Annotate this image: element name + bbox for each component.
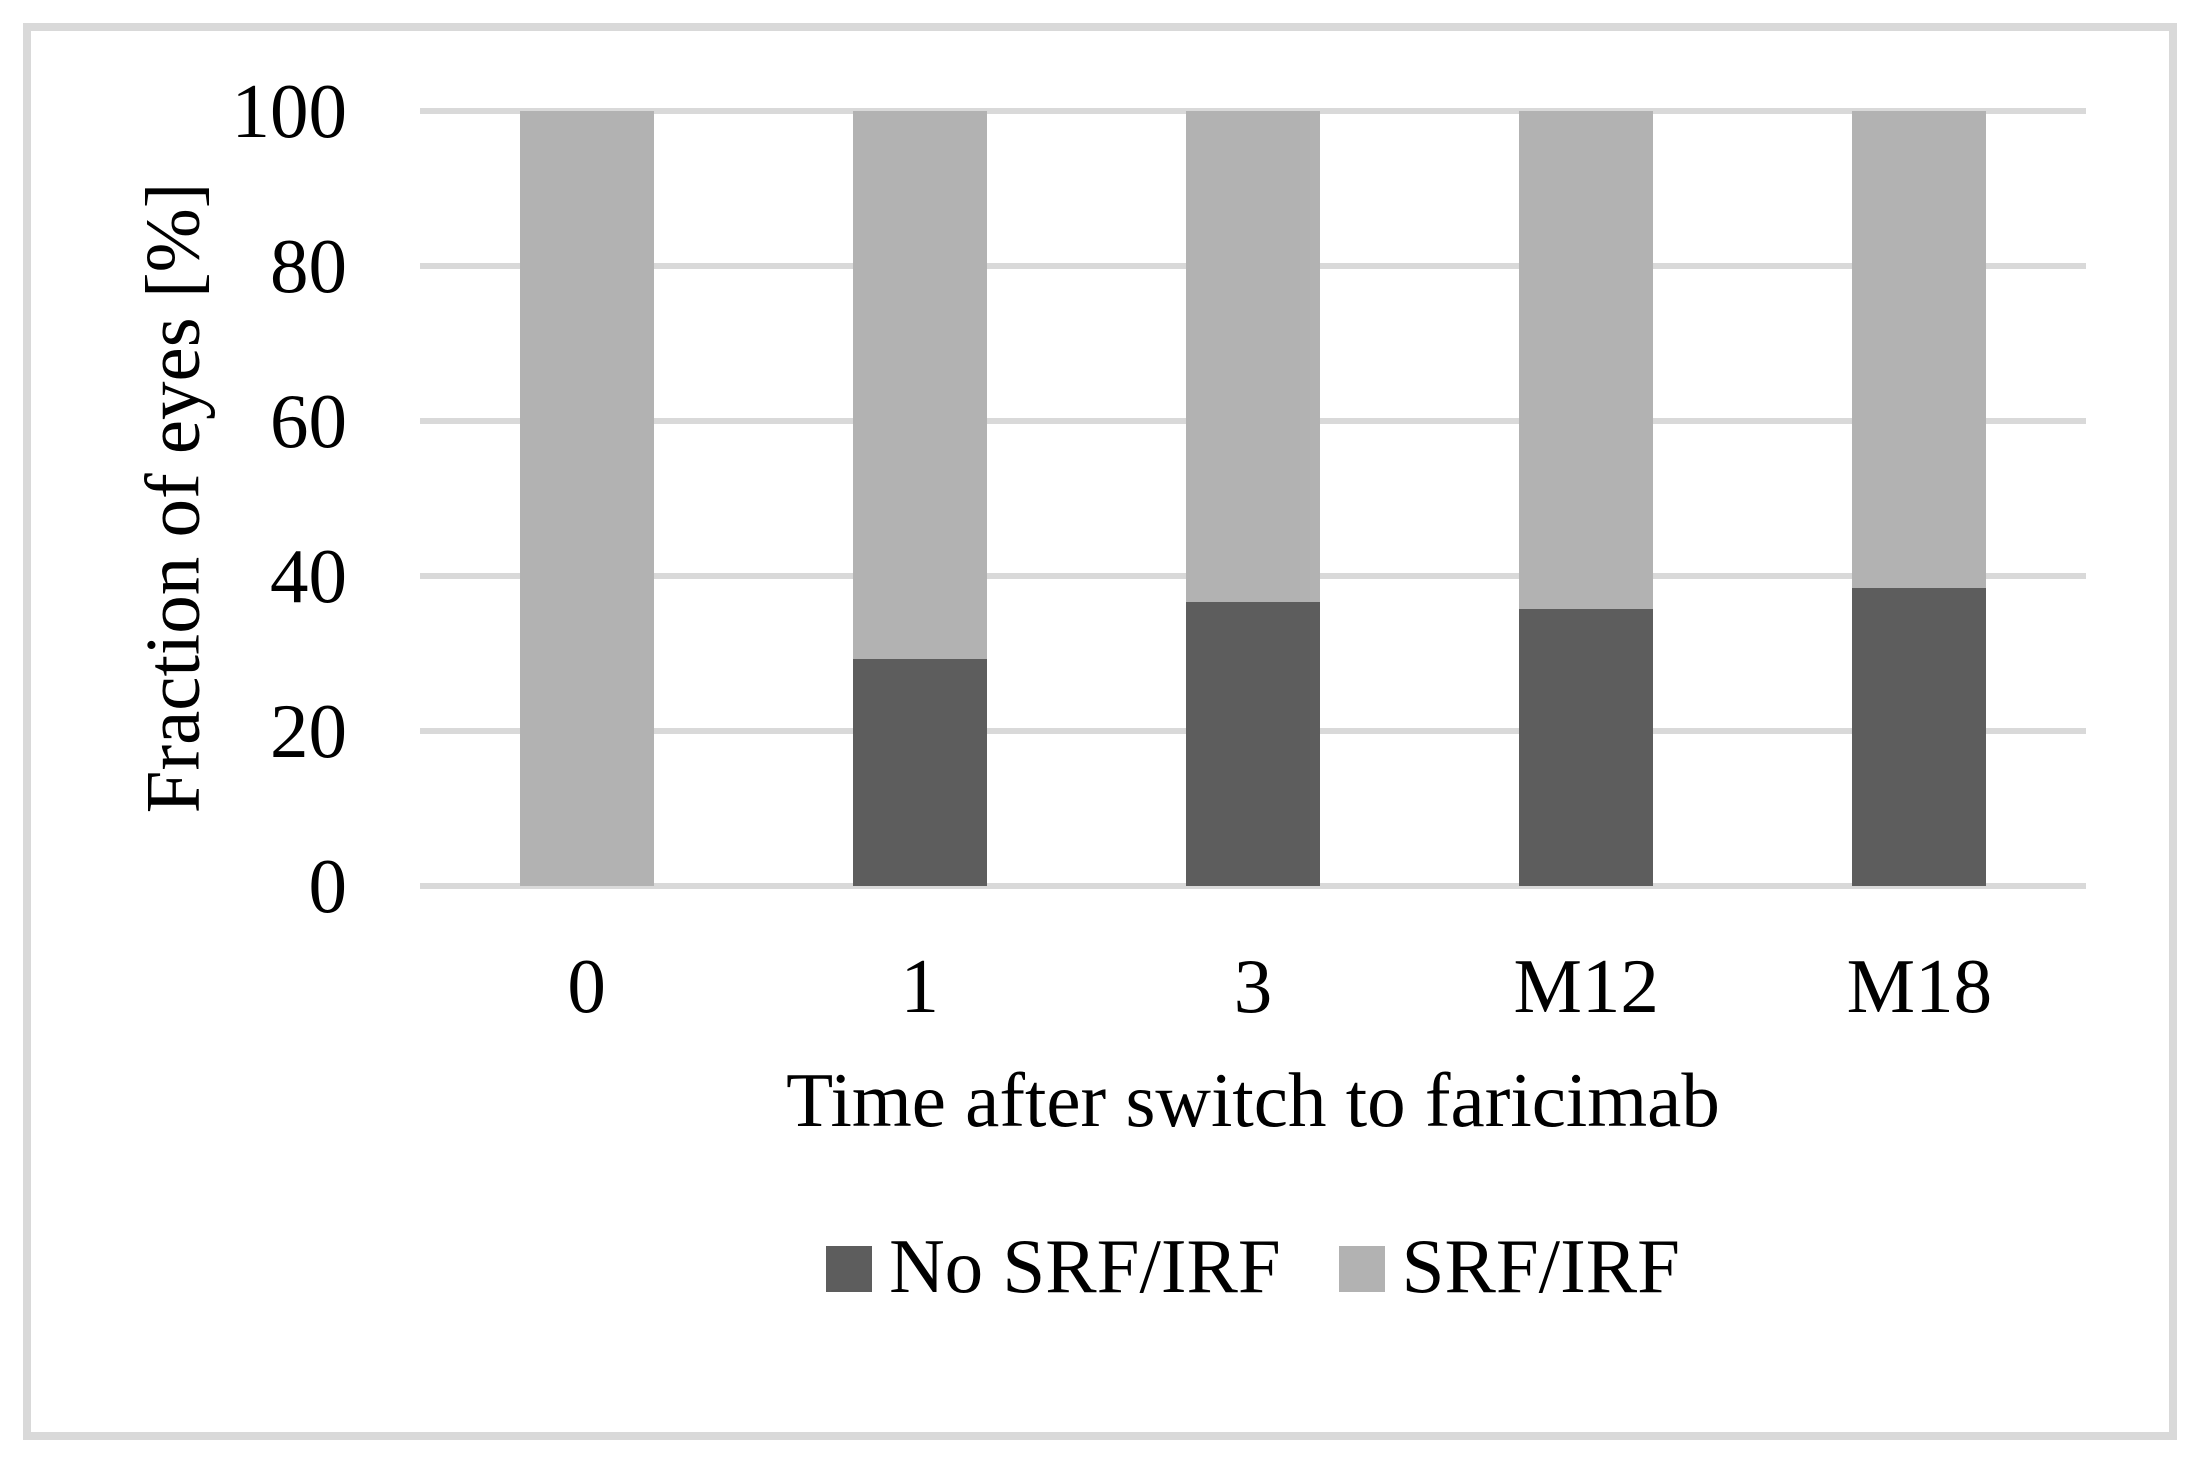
y-tick-label-20: 20: [270, 687, 347, 774]
x-axis-tick-labels: 0 1 3 M12 M18: [420, 948, 2086, 1038]
y-tick-label-60: 60: [270, 377, 347, 464]
bar-column-0: [420, 111, 753, 886]
legend-swatch-srf-irf: [1338, 1246, 1385, 1292]
bar-segment-no-srf-irf-3: [1185, 602, 1320, 886]
x-tick-label-m12: M12: [1513, 943, 1659, 1029]
y-axis-tick-labels: 0 20 40 60 80 100: [0, 72, 348, 924]
bar-segment-no-srf-irf-1: [852, 658, 987, 886]
y-tick-label-0: 0: [308, 842, 348, 929]
bar-column-3: [1086, 111, 1419, 886]
y-tick-label-100: 100: [231, 67, 348, 154]
y-tick-label-80: 80: [270, 222, 347, 309]
plot-area: [420, 108, 2086, 889]
legend-item-no-srf-irf: No SRF/IRF: [826, 1222, 1281, 1309]
bar-segment-no-srf-irf-m12: [1519, 608, 1654, 886]
bar-segment-srf-irf-3: [1185, 111, 1320, 603]
legend-item-srf-irf: SRF/IRF: [1338, 1222, 1680, 1309]
x-tick-label-1: 1: [900, 943, 940, 1029]
x-tick-label-0: 0: [567, 943, 606, 1029]
bar-column-1: [753, 111, 1086, 886]
legend-label-no-srf-irf: No SRF/IRF: [889, 1222, 1281, 1309]
bar-segment-srf-irf-1: [852, 111, 987, 659]
legend-swatch-no-srf-irf: [826, 1246, 873, 1292]
bar-segment-srf-irf-0: [519, 111, 654, 886]
x-tick-label-3: 3: [1233, 943, 1273, 1029]
figure-border: [23, 23, 2177, 1440]
gridline-0: [420, 883, 2086, 889]
bar-column-m18: [1753, 111, 2086, 886]
y-tick-label-40: 40: [270, 532, 347, 619]
bar-column-m12: [1420, 111, 1753, 886]
bar-segment-srf-irf-m12: [1519, 111, 1654, 609]
bar-segment-no-srf-irf-m18: [1852, 587, 1987, 886]
bar-segment-srf-irf-m18: [1852, 111, 1987, 588]
x-axis-title: Time after switch to faricimab: [786, 1057, 1720, 1143]
gridline-100: [420, 108, 2086, 114]
x-tick-label-m18: M18: [1846, 943, 1993, 1029]
legend-label-srf-irf: SRF/IRF: [1401, 1222, 1680, 1309]
legend: No SRF/IRF SRF/IRF: [420, 1226, 2086, 1306]
